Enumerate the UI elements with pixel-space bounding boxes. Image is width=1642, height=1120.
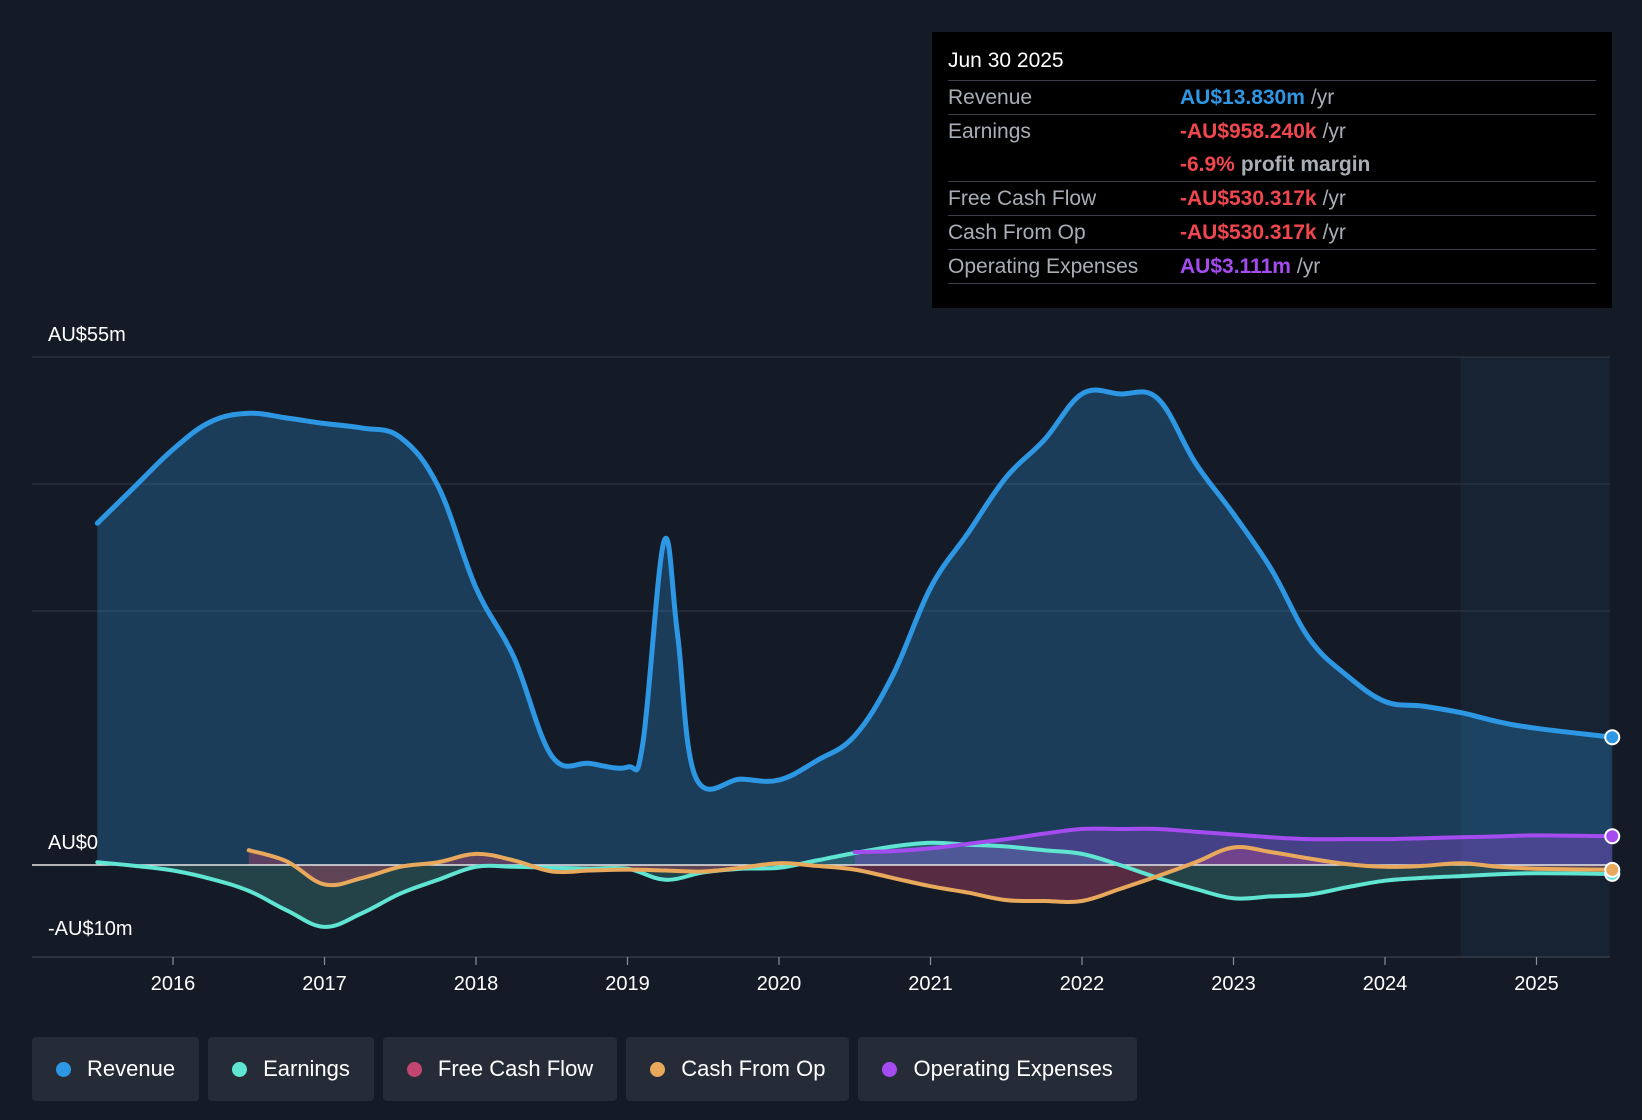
x-tick-label: 2017 [302, 973, 347, 995]
fcf-area [248, 847, 1613, 903]
free-cash-flow-dot-icon [406, 1061, 422, 1077]
tooltip-unit: profit margin [1240, 153, 1371, 176]
opex-line [852, 826, 1615, 855]
tooltip-value: -AU$958.240k [1180, 120, 1317, 143]
tooltip-row-cash-from-op: Cash From Op -AU$530.317k /yr [948, 216, 1596, 250]
cash-from-op-dot-icon [650, 1061, 666, 1077]
tooltip-panel: Jun 30 2025 Revenue AU$13.830m /yr Earni… [932, 32, 1612, 308]
tooltip-date: Jun 30 2025 [948, 46, 1596, 81]
cfo-end-point [1604, 861, 1621, 878]
tooltip-value: -AU$530.317k [1180, 221, 1317, 244]
x-tick-label: 2023 [1211, 973, 1256, 995]
cfo-line [246, 845, 1615, 905]
revenue-area [97, 390, 1613, 865]
legend-item-revenue[interactable]: Revenue [32, 1037, 200, 1101]
legend-label: Operating Expenses [913, 1056, 1113, 1081]
opex-end-point [1604, 828, 1621, 845]
tooltip-value: -AU$530.317k [1180, 187, 1317, 210]
revenue-dot-icon [56, 1061, 71, 1077]
y-axis-label: -AU$10m [48, 918, 132, 940]
tooltip-label: Free Cash Flow [948, 187, 1097, 210]
tooltip-label: Cash From Op [948, 221, 1086, 244]
earnings-dot-icon [232, 1061, 248, 1077]
legend-label: Cash From Op [681, 1056, 826, 1081]
legend: Revenue Earnings Free Cash Flow Cash Fro… [32, 1037, 1137, 1101]
forecast-region [1460, 357, 1610, 957]
tooltip-label: Operating Expenses [948, 255, 1139, 278]
tooltip-label [948, 148, 1180, 181]
operating-expenses-dot-icon [882, 1061, 898, 1077]
x-tick-label: 2022 [1060, 973, 1105, 995]
x-tick-label: 2021 [908, 973, 953, 995]
revenue-line [94, 387, 1615, 792]
tooltip-unit: /yr [1296, 255, 1321, 278]
revenue-end-point [1604, 729, 1621, 746]
tooltip-row-profit-margin: -6.9% profit margin [948, 148, 1596, 182]
legend-item-cash-from-op[interactable]: Cash From Op [626, 1037, 850, 1101]
legend-label: Revenue [87, 1056, 176, 1081]
tooltip-value: AU$3.111m [1180, 255, 1291, 278]
x-tick-label: 2020 [757, 973, 802, 995]
y-axis-label: AU$55m [48, 324, 126, 346]
tooltip-label: Revenue [948, 86, 1033, 109]
tooltip-value: AU$13.830m [1180, 86, 1305, 109]
tooltip-row-revenue: Revenue AU$13.830m /yr [948, 81, 1596, 115]
y-axis-label: AU$0 [48, 832, 98, 854]
legend-label: Free Cash Flow [437, 1056, 594, 1081]
grid-lines [32, 356, 1610, 958]
x-tick-label: 2016 [151, 973, 196, 995]
tooltip-value: -6.9% [1180, 153, 1235, 176]
tooltip-label: Earnings [948, 120, 1031, 143]
x-tick-label: 2025 [1514, 973, 1559, 995]
earnings-area [97, 842, 1613, 927]
tooltip-row-free-cash-flow: Free Cash Flow -AU$530.317k /yr [948, 182, 1596, 216]
tooltip-unit: /yr [1310, 86, 1335, 109]
legend-item-earnings[interactable]: Earnings [208, 1037, 374, 1101]
x-tick-label: 2024 [1363, 973, 1408, 995]
x-tick-label: 2019 [605, 973, 650, 995]
tooltip-unit: /yr [1322, 221, 1346, 244]
legend-item-free-cash-flow[interactable]: Free Cash Flow [382, 1037, 618, 1101]
earnings-line [95, 840, 1615, 929]
tooltip-row-earnings: Earnings -AU$958.240k /yr [948, 115, 1596, 148]
legend-item-operating-expenses[interactable]: Operating Expenses [858, 1037, 1137, 1101]
tooltip-unit: /yr [1322, 120, 1346, 143]
x-tick-label: 2018 [454, 973, 499, 995]
legend-label: Earnings [263, 1056, 350, 1081]
tooltip-row-operating-expenses: Operating Expenses AU$3.111m /yr [948, 250, 1596, 284]
tooltip-unit: /yr [1322, 187, 1346, 210]
